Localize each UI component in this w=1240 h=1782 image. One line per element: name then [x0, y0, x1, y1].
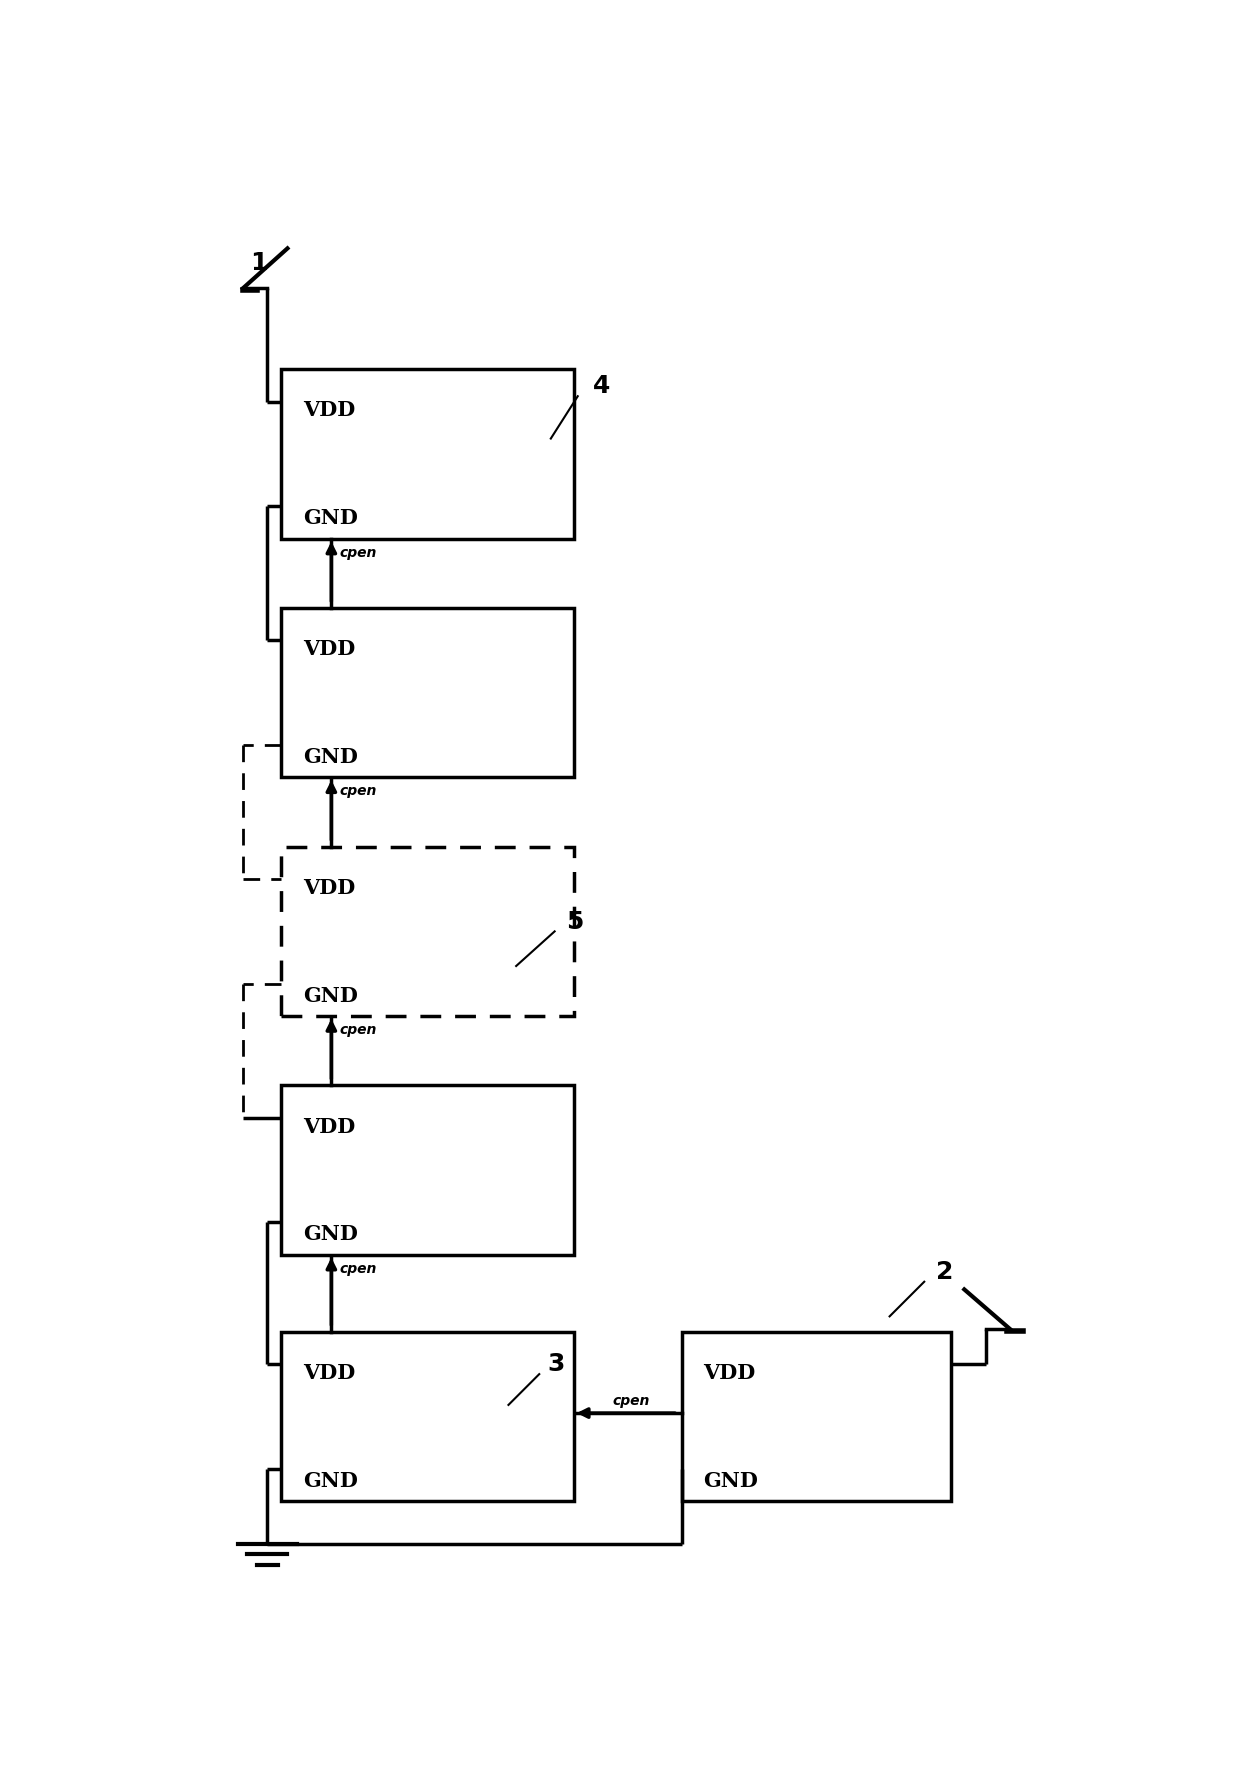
Text: 4: 4	[593, 374, 610, 397]
Text: VDD: VDD	[303, 1116, 355, 1135]
Bar	[281, 1331, 574, 1500]
Text: GND: GND	[303, 985, 357, 1005]
Text: GND: GND	[303, 1470, 357, 1490]
Bar	[281, 846, 574, 1016]
Text: 2: 2	[936, 1260, 954, 1283]
Text: GND: GND	[303, 508, 357, 527]
Text: cpen: cpen	[613, 1394, 650, 1408]
Bar	[281, 609, 574, 779]
Text: VDD: VDD	[303, 401, 355, 421]
Text: cpen: cpen	[339, 545, 377, 560]
Text: GND: GND	[303, 747, 357, 766]
Bar	[281, 371, 574, 540]
Bar	[682, 1331, 951, 1500]
Text: cpen: cpen	[339, 784, 377, 798]
Bar	[281, 1085, 574, 1255]
Text: cpen: cpen	[339, 1023, 377, 1037]
Text: VDD: VDD	[303, 1361, 355, 1383]
Text: 1: 1	[250, 251, 268, 274]
Text: 3: 3	[547, 1351, 564, 1376]
Text: VDD: VDD	[703, 1361, 755, 1383]
Text: 5: 5	[567, 909, 584, 934]
Text: VDD: VDD	[303, 638, 355, 659]
Text: GND: GND	[703, 1470, 758, 1490]
Text: GND: GND	[303, 1224, 357, 1244]
Text: VDD: VDD	[303, 877, 355, 898]
Text: cpen: cpen	[339, 1262, 377, 1274]
